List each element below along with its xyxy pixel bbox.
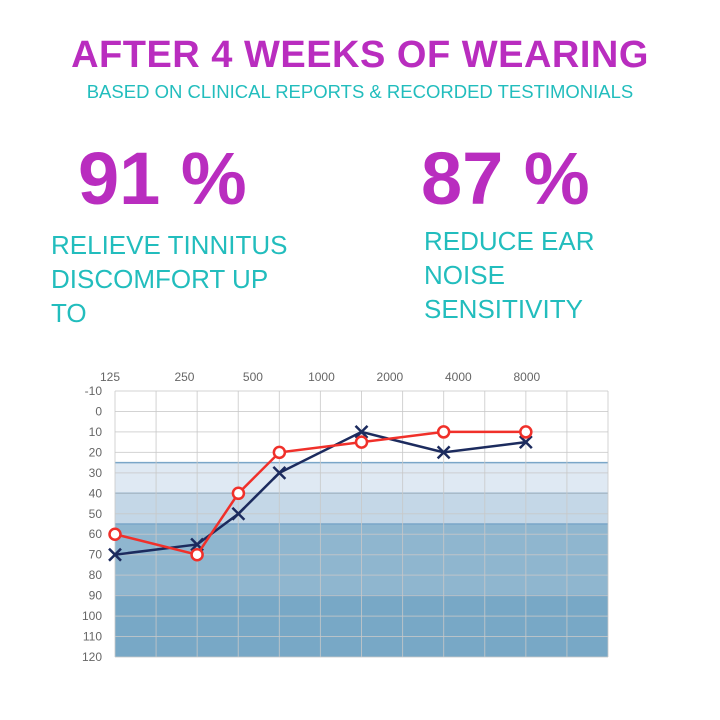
- headline: AFTER 4 WEEKS OF WEARING: [71, 34, 649, 76]
- y-tick-label: 50: [89, 507, 103, 521]
- x-tick-label: 8000: [513, 370, 540, 384]
- stat-line: TO: [51, 298, 87, 328]
- y-tick-label: 60: [89, 527, 103, 541]
- x-marker-stroke: [354, 425, 369, 439]
- x-marker-stroke: [436, 445, 451, 460]
- data-point-x: [108, 547, 122, 562]
- y-tick-label: 70: [89, 548, 103, 562]
- x-tick-label: 1000: [308, 370, 335, 384]
- x-marker-stroke: [272, 465, 287, 480]
- x-marker-stroke: [231, 506, 246, 521]
- stat-line: SENSITIVITY: [424, 294, 583, 324]
- data-point-circle: [436, 425, 451, 439]
- y-tick-label: 40: [89, 486, 103, 500]
- y-tick-label: 0: [95, 404, 102, 418]
- y-tick-label: 100: [82, 609, 102, 623]
- data-point-circle: [272, 445, 287, 460]
- data-point-circle: [354, 435, 369, 449]
- data-point-x: [354, 425, 369, 439]
- y-tick-label: 90: [89, 589, 103, 603]
- x-tick-label: 4000: [445, 370, 472, 384]
- subheadline: BASED ON CLINICAL REPORTS & RECORDED TES…: [86, 81, 634, 102]
- y-tick-label: 20: [89, 445, 103, 459]
- y-tick-label: 120: [82, 650, 102, 664]
- x-tick-label: 250: [174, 370, 194, 384]
- stat-line: REDUCE EAR: [424, 226, 595, 256]
- stat-value-sensitivity: 87 %: [421, 137, 590, 220]
- y-tick-label: 30: [89, 466, 103, 480]
- data-point-x: [272, 465, 287, 480]
- stat-line: RELIEVE TINNITUS: [51, 230, 288, 260]
- stat-description-sensitivity: REDUCE EAR NOISE SENSITIVITY: [424, 224, 594, 326]
- data-point-x: [436, 445, 451, 460]
- x-tick-label: 2000: [377, 370, 404, 384]
- y-tick-label: 10: [89, 425, 103, 439]
- x-marker-stroke: [518, 435, 533, 450]
- data-point-x: [518, 435, 533, 450]
- x-marker-stroke: [190, 537, 204, 552]
- data-point-circle: [190, 547, 204, 562]
- x-tick-label: 500: [243, 370, 263, 384]
- stat-line: NOISE: [424, 260, 505, 290]
- y-tick-label: -10: [85, 384, 103, 398]
- data-point-circle: [108, 527, 122, 541]
- x-tick-label: 125: [100, 370, 120, 384]
- stat-description-tinnitus: RELIEVE TINNITUS DISCOMFORT UP TO: [51, 228, 287, 330]
- stat-line: DISCOMFORT UP: [51, 264, 269, 294]
- data-point-circle: [519, 425, 533, 439]
- y-tick-label: 80: [89, 568, 103, 582]
- data-point-circle: [231, 486, 246, 501]
- data-point-x: [231, 506, 246, 521]
- y-tick-label: 110: [83, 630, 102, 644]
- stat-value-tinnitus: 91 %: [78, 137, 247, 220]
- x-marker-stroke: [108, 547, 122, 562]
